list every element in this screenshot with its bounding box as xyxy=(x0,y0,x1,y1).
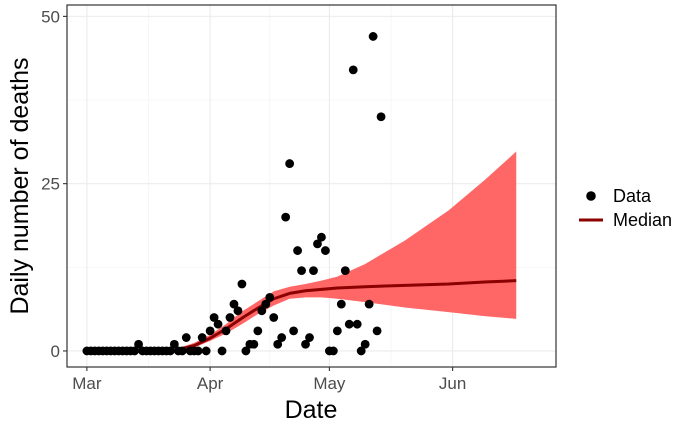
data-point xyxy=(221,326,231,336)
data-point xyxy=(269,313,279,322)
legend-median-label: Median xyxy=(613,210,672,230)
x-axis-title: Date xyxy=(285,396,338,424)
x-tick-label: Jun xyxy=(439,374,466,393)
data-point xyxy=(281,212,291,222)
x-tick-label: Apr xyxy=(197,374,224,393)
data-point xyxy=(344,319,354,329)
x-axis: Mar Apr May Jun xyxy=(72,367,466,393)
data-point xyxy=(209,313,219,322)
data-point xyxy=(305,333,314,342)
data-point xyxy=(277,333,287,342)
data-point xyxy=(340,266,350,276)
data-point xyxy=(376,112,386,122)
data-point xyxy=(253,326,263,336)
data-point xyxy=(217,346,227,356)
data-point xyxy=(257,306,267,316)
data-point xyxy=(213,319,223,329)
data-point xyxy=(368,32,378,41)
y-axis-title: Daily number of deaths xyxy=(6,57,34,314)
data-points xyxy=(82,32,386,356)
data-point xyxy=(356,346,366,356)
data-point xyxy=(293,246,302,255)
data-point xyxy=(197,333,207,342)
data-point xyxy=(229,299,239,309)
data-point xyxy=(328,346,338,356)
legend-data-label: Data xyxy=(613,186,652,206)
x-tick-label: Mar xyxy=(72,374,102,393)
y-tick-label: 50 xyxy=(41,7,60,26)
data-point xyxy=(317,232,326,242)
data-point xyxy=(261,299,271,309)
legend: Data Median xyxy=(579,186,672,230)
data-point xyxy=(134,339,143,349)
median-series-line xyxy=(177,279,517,352)
y-tick-label: 0 xyxy=(51,342,60,361)
data-point xyxy=(169,339,179,349)
data-point xyxy=(233,306,243,316)
data-point xyxy=(297,266,306,276)
data-point xyxy=(165,346,175,356)
data-point xyxy=(273,339,283,349)
data-point xyxy=(265,293,275,302)
data-point xyxy=(201,346,211,356)
data-point xyxy=(321,246,330,255)
legend-data-symbol xyxy=(586,191,596,201)
data-point xyxy=(309,266,318,276)
data-point xyxy=(301,339,310,349)
data-point xyxy=(205,326,215,336)
data-point xyxy=(181,333,191,342)
y-tick-label: 25 xyxy=(41,175,60,194)
data-point xyxy=(193,346,203,356)
data-point xyxy=(249,339,259,349)
data-point xyxy=(237,279,247,289)
data-point xyxy=(360,339,370,349)
data-point xyxy=(289,326,299,336)
data-point xyxy=(177,346,187,356)
data-point xyxy=(372,326,382,336)
data-point xyxy=(313,239,322,249)
data-point xyxy=(225,313,235,322)
data-point xyxy=(241,346,251,356)
data-point xyxy=(285,159,295,168)
data-point xyxy=(332,326,342,336)
data-point xyxy=(130,346,139,356)
data-point xyxy=(352,319,362,329)
y-axis: 0 25 50 xyxy=(41,7,67,361)
panel-border xyxy=(66,4,557,368)
data-point xyxy=(336,299,346,309)
x-tick-label: May xyxy=(313,374,346,393)
data-point xyxy=(348,65,358,75)
data-point xyxy=(364,299,374,309)
median-line xyxy=(177,279,517,352)
